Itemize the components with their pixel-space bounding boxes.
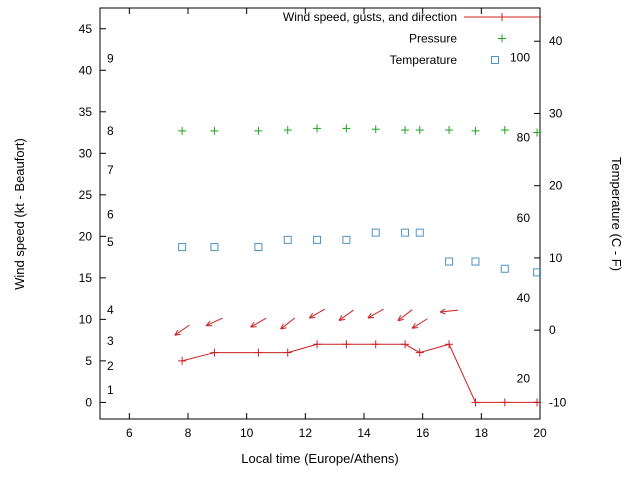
right-axis-ticks: -10 0 10 20 30 40	[534, 34, 567, 409]
svg-text:20: 20	[549, 179, 563, 193]
svg-text:80: 80	[517, 131, 531, 145]
plot-area: 6 8 10 12 14 16 18 2005101520253035404512345678…	[79, 7, 567, 440]
svg-text:40: 40	[79, 63, 93, 77]
svg-text:100: 100	[510, 50, 530, 64]
svg-text:3: 3	[107, 334, 114, 348]
svg-text:25: 25	[79, 188, 93, 202]
legend-label-wind: Wind speed, gusts, and direction	[283, 10, 457, 24]
left-y-axis-label: Wind speed (kt - Beaufort)	[12, 138, 27, 290]
plot-border	[99, 7, 541, 420]
svg-text:9: 9	[107, 52, 114, 66]
svg-text:35: 35	[79, 105, 93, 119]
svg-text:1: 1	[107, 383, 114, 397]
svg-text:4: 4	[107, 303, 114, 317]
svg-text:0: 0	[85, 395, 92, 409]
svg-text:2: 2	[107, 359, 114, 373]
svg-text:0: 0	[549, 323, 556, 337]
left-axis-ticks: 0 5 10 15 20 25 30 35 40 45	[79, 22, 106, 409]
svg-text:40: 40	[517, 291, 531, 305]
legend-label-temperature: Temperature	[390, 53, 458, 67]
svg-text:10: 10	[240, 426, 254, 440]
svg-text:16: 16	[416, 426, 430, 440]
svg-text:20: 20	[517, 371, 531, 385]
svg-text:7: 7	[107, 163, 114, 177]
svg-text:8: 8	[107, 124, 114, 138]
svg-text:30: 30	[549, 106, 563, 120]
wind-series	[178, 340, 542, 407]
gust-vectors	[174, 308, 459, 336]
x-axis-ticks: 6 8 10 12 14 16 18 20	[126, 8, 547, 440]
svg-text:5: 5	[85, 354, 92, 368]
svg-text:30: 30	[79, 146, 93, 160]
svg-text:20: 20	[533, 426, 547, 440]
svg-text:10: 10	[79, 312, 93, 326]
x-axis-label: Local time (Europe/Athens)	[241, 451, 399, 466]
svg-text:8: 8	[185, 426, 192, 440]
svg-text:18: 18	[475, 426, 489, 440]
svg-text:-10: -10	[549, 395, 567, 409]
svg-text:60: 60	[517, 211, 531, 225]
temperature-series	[178, 228, 542, 277]
svg-text:6: 6	[126, 426, 133, 440]
svg-text:40: 40	[549, 34, 563, 48]
pressure-series	[178, 124, 542, 137]
beaufort-scale-labels: 1 2 3 4 5 6 7 8 9	[107, 52, 114, 397]
svg-text:6: 6	[107, 208, 114, 222]
svg-text:5: 5	[107, 235, 114, 249]
right-y-axis-label: Temperature (C - F)	[609, 157, 624, 271]
svg-text:14: 14	[357, 426, 371, 440]
legend-label-pressure: Pressure	[409, 32, 457, 46]
svg-text:45: 45	[79, 22, 93, 36]
svg-text:20: 20	[79, 229, 93, 243]
svg-text:10: 10	[549, 251, 563, 265]
svg-text:15: 15	[79, 271, 93, 285]
fahrenheit-scale-labels: 20 40 60 80 100	[510, 50, 530, 385]
legend: Wind speed, gusts, and direction Pressure…	[283, 10, 541, 67]
svg-text:12: 12	[299, 426, 313, 440]
